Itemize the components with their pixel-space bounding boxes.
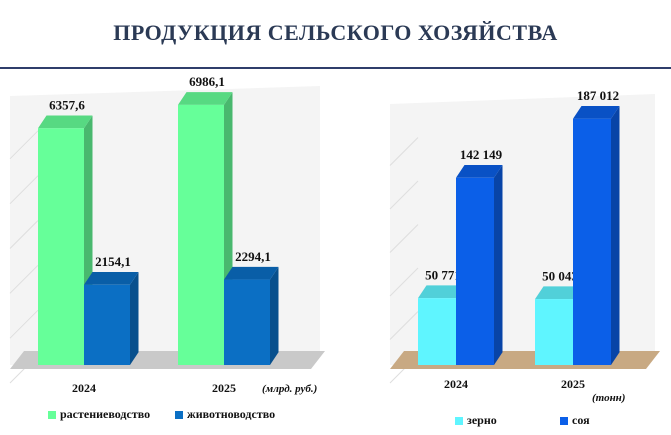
bar-front: [535, 299, 573, 365]
x-tick-label: 2025: [561, 377, 585, 391]
bar-top: [224, 266, 279, 280]
bar-top: [178, 92, 233, 105]
bar-front: [418, 298, 456, 365]
page-title: ПРОДУКЦИЯ СЕЛЬСКОГО ХОЗЯЙСТВА: [113, 20, 558, 45]
data-label: 187 012: [577, 88, 619, 103]
chart-2: 50 771 142 149 2024 50 043 187 012 2025 (тонн): [389, 88, 660, 404]
bar-side: [130, 272, 139, 365]
bar-top: [84, 272, 139, 285]
bar-top: [418, 285, 465, 299]
bar-top: [573, 105, 620, 119]
title-divider: [0, 67, 671, 69]
legend-swatch: [175, 410, 183, 419]
gridline: [9, 175, 39, 205]
gridline: [9, 130, 39, 160]
bar-front: [38, 128, 84, 365]
gridline: [9, 220, 39, 249]
legend-label: зерно: [467, 413, 497, 427]
legend-item-2-series-1: зерно: [455, 413, 497, 428]
bar-side: [494, 165, 503, 365]
data-label: 2294,1: [235, 249, 271, 264]
unit-label: (млрд. руб.): [262, 383, 317, 395]
gridline: [389, 137, 419, 166]
bar: [573, 105, 620, 365]
bar-side: [611, 105, 620, 365]
data-label: 142 149: [460, 147, 503, 162]
data-label: 6357,6: [49, 98, 85, 113]
x-tick-label: 2024: [444, 377, 468, 391]
legend-swatch: [48, 410, 56, 419]
data-label: 50 043: [542, 268, 578, 283]
legend-item-1-series-2: животноводство: [175, 407, 275, 422]
bar: [456, 165, 503, 365]
data-label: 2154,1: [95, 254, 131, 269]
bar: [418, 285, 465, 365]
legend-label: животноводство: [187, 407, 276, 421]
bar-front: [84, 284, 130, 365]
legend-swatch: [560, 416, 568, 425]
bar: [84, 272, 139, 365]
legend-item-1-series-1: растениеводство: [48, 407, 150, 422]
unit-label: (тонн): [592, 392, 625, 404]
legend-swatch: [455, 416, 463, 425]
bar-side: [270, 266, 279, 365]
gridline: [389, 311, 419, 340]
legend-item-2-series-2: соя: [560, 413, 590, 428]
gridline: [9, 264, 39, 294]
bar-top: [535, 286, 582, 300]
bar-front: [224, 279, 270, 365]
gridline: [9, 309, 39, 339]
data-label: 50 771: [425, 267, 461, 282]
x-tick-label: 2024: [72, 381, 96, 395]
bar-front: [456, 177, 494, 365]
bar-top: [456, 165, 503, 178]
chart-1: 6357,6 2154,1 2024 6986,1 2294,1 2025 (млрд. р…: [9, 74, 325, 395]
data-label: 6986,1: [189, 74, 225, 89]
gridline: [389, 180, 419, 210]
bar: [535, 286, 582, 365]
legend-label: растениеводство: [60, 407, 151, 421]
bar-front: [178, 104, 224, 366]
legend-label: соя: [572, 413, 590, 427]
x-tick-label: 2025: [212, 381, 236, 395]
bar-front: [573, 118, 611, 365]
bar: [224, 266, 279, 365]
gridline: [389, 267, 419, 297]
bar-top: [38, 115, 93, 129]
gridline: [389, 224, 419, 253]
